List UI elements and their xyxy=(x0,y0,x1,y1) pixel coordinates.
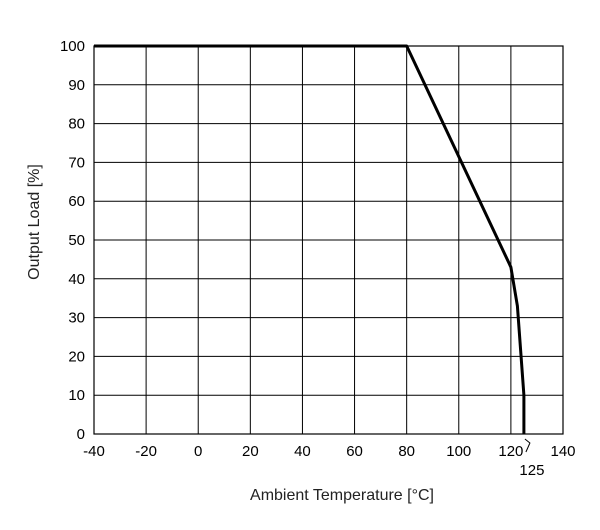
x-tick-label: 140 xyxy=(550,443,575,460)
x-axis-title: Ambient Temperature [°C] xyxy=(250,487,434,504)
x-tick-label: 100 xyxy=(446,443,471,460)
extra-tick-bracket xyxy=(524,438,531,453)
x-axis-ticks: -40 -20 0 20 40 60 80 100 120 140 125 xyxy=(83,438,576,479)
y-axis-ticks: 0 10 20 30 40 50 60 70 80 90 100 xyxy=(60,38,85,443)
y-tick-label: 50 xyxy=(68,232,85,249)
y-tick-label: 30 xyxy=(68,310,85,327)
y-tick-label: 80 xyxy=(68,116,85,133)
grid xyxy=(93,45,564,435)
y-tick-label: 60 xyxy=(68,193,85,210)
series-layer xyxy=(93,44,526,435)
x-tick-label: -20 xyxy=(135,443,157,460)
x-tick-label: 40 xyxy=(294,443,311,460)
x-tick-label: 20 xyxy=(242,443,259,460)
y-tick-label: 20 xyxy=(68,348,85,365)
x-tick-label: 80 xyxy=(398,443,415,460)
x-tick-label: 60 xyxy=(346,443,363,460)
y-tick-label: 70 xyxy=(68,154,85,171)
y-tick-label: 100 xyxy=(60,38,85,55)
x-tick-label: 0 xyxy=(194,443,202,460)
y-axis-title: Output Load [%] xyxy=(26,164,43,280)
y-tick-label: 10 xyxy=(68,387,85,404)
y-tick-label: 90 xyxy=(68,77,85,94)
x-tick-label: -40 xyxy=(83,443,105,460)
derating-curve xyxy=(94,44,526,434)
x-tick-label-extra: 125 xyxy=(519,462,544,479)
y-tick-label: 0 xyxy=(77,426,85,443)
x-tick-label: 120 xyxy=(498,443,523,460)
y-tick-label: 40 xyxy=(68,271,85,288)
